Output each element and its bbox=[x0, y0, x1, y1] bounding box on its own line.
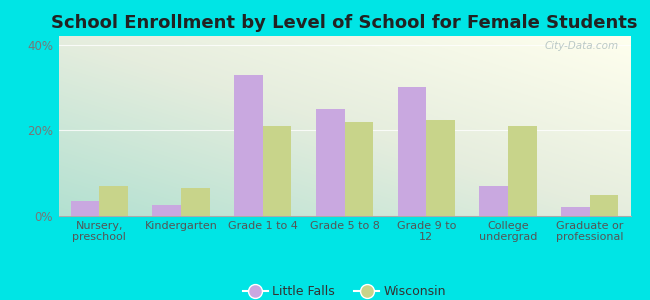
Bar bbox=[153, 205, 181, 216]
Bar bbox=[426, 120, 455, 216]
Bar bbox=[263, 126, 291, 216]
Text: City-Data.com: City-Data.com bbox=[545, 41, 619, 51]
Bar bbox=[99, 186, 128, 216]
Bar bbox=[344, 122, 373, 216]
Bar bbox=[561, 207, 590, 216]
Title: School Enrollment by Level of School for Female Students: School Enrollment by Level of School for… bbox=[51, 14, 638, 32]
Bar bbox=[479, 186, 508, 216]
Bar bbox=[508, 126, 536, 216]
Bar bbox=[181, 188, 210, 216]
Bar bbox=[71, 201, 99, 216]
Bar bbox=[234, 75, 263, 216]
Bar bbox=[316, 109, 344, 216]
Bar bbox=[590, 195, 618, 216]
Bar bbox=[398, 87, 426, 216]
Legend: Little Falls, Wisconsin: Little Falls, Wisconsin bbox=[237, 280, 452, 300]
